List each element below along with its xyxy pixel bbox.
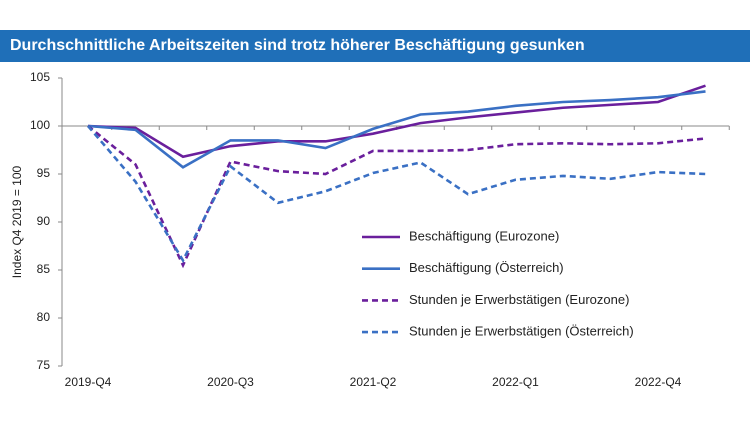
y-tick-label: 85: [37, 262, 51, 276]
x-tick-label: 2021-Q2: [350, 375, 397, 389]
legend: Beschäftigung (Eurozone) Beschäftigung (Ö…: [362, 228, 634, 339]
x-tick-label: 2022-Q1: [492, 375, 539, 389]
chart-title: Durchschnittliche Arbeitszeiten sind tro…: [10, 37, 585, 54]
legend-label: Beschäftigung (Eurozone): [409, 228, 559, 243]
series-line: [87, 84, 706, 159]
y-tick-label: 80: [37, 310, 51, 324]
series-line: [87, 125, 706, 264]
x-tick-label: 2019-Q4: [65, 375, 112, 389]
y-axis-label: Index Q4 2019 = 100: [10, 165, 24, 278]
y-tick-label: 90: [37, 214, 51, 228]
legend-label: Stunden je Erwerbstätigen (Eurozone): [409, 292, 629, 307]
legend-label: Beschäftigung (Österreich): [409, 260, 564, 275]
x-tick-label: 2022-Q4: [635, 375, 682, 389]
legend-label: Stunden je Erwerbstätigen (Österreich): [409, 324, 634, 339]
y-tick-label: 95: [37, 166, 51, 180]
series-line: [87, 124, 706, 269]
y-tick-label: 105: [30, 70, 50, 84]
title-bar: [0, 30, 750, 62]
series-line: [87, 90, 706, 169]
y-tick-label: 100: [30, 118, 50, 132]
y-tick-label: 75: [37, 358, 51, 372]
x-tick-label: 2020-Q3: [207, 375, 254, 389]
